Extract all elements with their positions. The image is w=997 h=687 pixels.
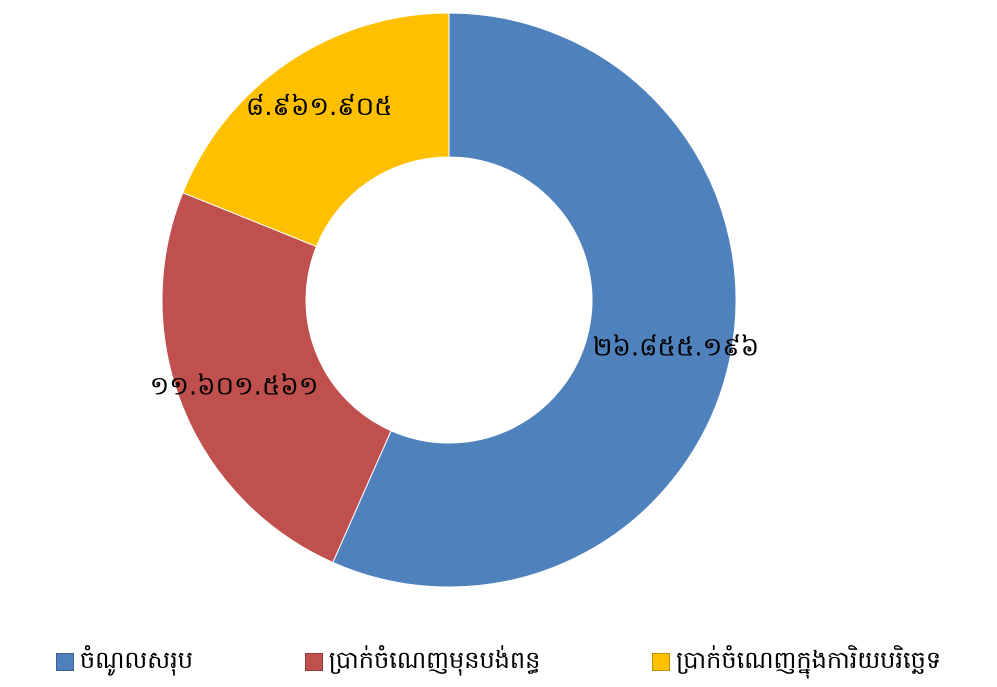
data-label: ១១.៦០១.៥៦១ bbox=[150, 372, 319, 402]
legend-swatch bbox=[55, 653, 74, 671]
data-label: ៨.៩៦១.៩០៥ bbox=[246, 92, 393, 122]
legend-item: ប្រាក់ចំណេញក្នុងការិយបរិច្ឆេទ bbox=[652, 645, 941, 680]
legend-item: ប្រាក់ចំណេញមុនបង់ពន្ធ bbox=[304, 645, 541, 680]
legend: ចំណូលសរុប ប្រាក់ចំណេញមុនបង់ពន្ធ ប្រាក់ចំណេ… bbox=[0, 640, 997, 684]
legend-label: ប្រាក់ចំណេញក្នុងការិយបរិច្ឆេទ bbox=[676, 645, 942, 674]
data-label: ២៦.៨៥៥.១៩៦ bbox=[593, 333, 759, 363]
donut-slice bbox=[182, 12, 450, 248]
donut-slice bbox=[161, 192, 392, 564]
legend-swatch bbox=[304, 653, 323, 671]
legend-label: ចំណូលសរុប bbox=[79, 645, 193, 674]
legend-item: ចំណូលសរុប bbox=[55, 645, 193, 680]
legend-swatch bbox=[652, 653, 671, 671]
donut-slice bbox=[332, 12, 737, 588]
legend-label: ប្រាក់ចំណេញមុនបង់ពន្ធ bbox=[328, 645, 541, 674]
